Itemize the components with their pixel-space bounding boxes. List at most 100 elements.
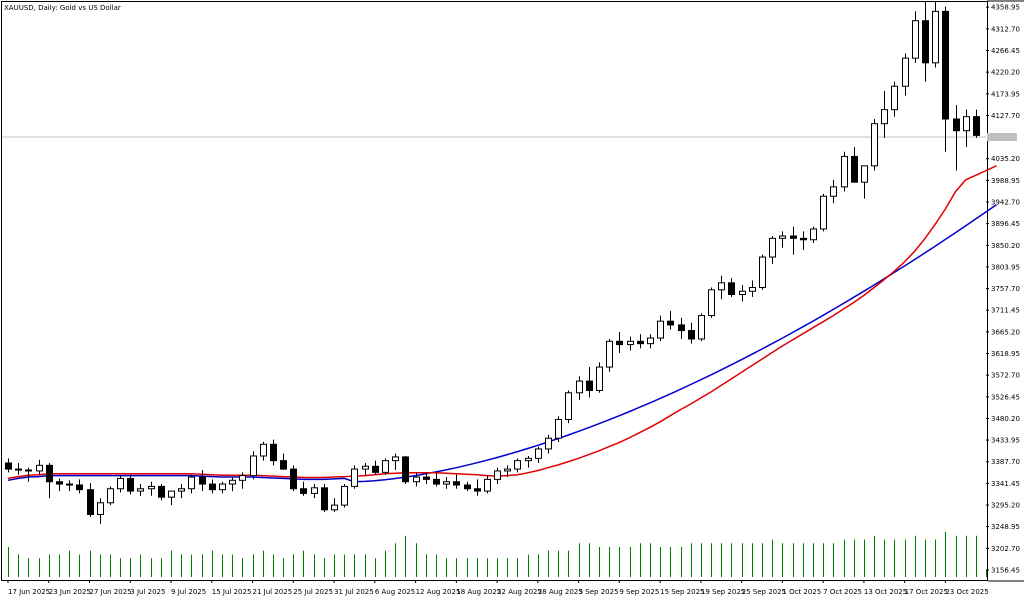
price-tick-label: 3665.20 [991,328,1020,336]
candle-bull-body [168,490,175,498]
candle-bull-body [107,488,114,504]
time-tick-label: 9 Sep 2025 [619,588,659,596]
candle [708,287,715,318]
candle-bull-body [494,470,501,480]
candle-bear-body [76,484,83,491]
price-tick-label: 4173.95 [991,90,1020,98]
candle [871,119,878,171]
candle [117,475,124,493]
time-tick-label: 15 Sep 2025 [660,588,704,596]
candle [657,315,664,342]
candle-bull-body [219,483,226,491]
candle-bear-body [973,116,980,136]
candle [555,416,562,442]
candle-bull-body [137,488,144,492]
candle [474,479,481,496]
candle [36,459,43,475]
candle-bull-body [239,475,246,481]
candle-bull-body [871,123,878,167]
candle-bear-body [5,462,12,470]
candle [800,231,807,251]
candle-bull-body [97,502,104,515]
candle-bull-body [250,455,257,477]
candle [382,458,389,475]
time-tick-label: 18 Aug 2025 [456,588,501,596]
candle-bull-body [718,282,725,291]
price-tick-label: 3526.45 [991,393,1020,401]
time-tick-label: 19 Sep 2025 [701,588,745,596]
price-tick-label: 3572.70 [991,372,1020,380]
candle-bull-body [698,315,705,340]
candle [5,458,12,473]
price-tick-label: 3295.20 [991,502,1020,510]
candle [270,439,277,466]
time-tick-label: 13 Oct 2025 [864,588,907,596]
candle [576,376,583,400]
candle [739,285,746,302]
candle [260,441,267,461]
candle [586,367,593,398]
plot-border [1,1,988,581]
price-tick-label: 3757.70 [991,285,1020,293]
candle [881,90,888,138]
candle [596,362,603,393]
candle [97,498,104,524]
candle [168,490,175,506]
candle [891,81,898,117]
price-tick-label: 3341.45 [991,480,1020,488]
candle-bull-body [36,464,43,472]
candle [504,465,511,478]
candle [647,334,654,349]
candle [423,472,430,485]
candle-bear-body [800,237,807,241]
candle [239,472,246,489]
candle [514,458,521,473]
candle [87,483,94,517]
candle-bull-body [545,437,552,450]
candle-bear-body [423,476,430,480]
candle [178,484,185,499]
candle [728,278,735,297]
candle [402,455,409,485]
price-tick-label: 3387.70 [991,458,1020,466]
candle-bull-body [596,366,603,391]
candle [76,479,83,494]
candle-bull-body [413,476,420,483]
candle-bear-body [56,481,63,485]
candle-bear-body [270,443,277,462]
candle [932,2,939,68]
candle-bull-body [881,109,888,125]
candle [759,254,766,290]
candle [413,472,420,487]
candle-bull-body [362,465,369,470]
time-tick-label: 3 Sep 2025 [579,588,619,596]
candle [830,179,837,204]
candle [841,151,848,192]
candle-bull-body [861,165,868,183]
candle [963,109,970,148]
candle [627,336,634,351]
price-tick-label: 4312.70 [991,25,1020,33]
candle [25,467,32,482]
candle-bull-body [178,488,185,492]
candle [433,472,440,487]
candle [810,226,817,244]
candle [46,462,53,499]
candle [851,147,858,183]
time-tick-label: 25 Jul 2025 [293,588,333,596]
candle [688,322,695,344]
candle-bull-body [779,235,786,239]
candle-bull-body [514,460,521,470]
candle-bull-body [932,10,939,64]
time-tick-label: 27 Jun 2025 [90,588,132,596]
candle-bull-body [392,456,399,462]
price-tick-label: 3156.45 [991,566,1020,574]
candle-bear-body [453,481,460,486]
time-tick-label: 21 Jul 2025 [253,588,293,596]
candle-bear-body [127,477,134,492]
price-tick-label: 3896.45 [991,220,1020,228]
candle [942,6,949,152]
price-tick-label: 4358.95 [991,4,1020,12]
